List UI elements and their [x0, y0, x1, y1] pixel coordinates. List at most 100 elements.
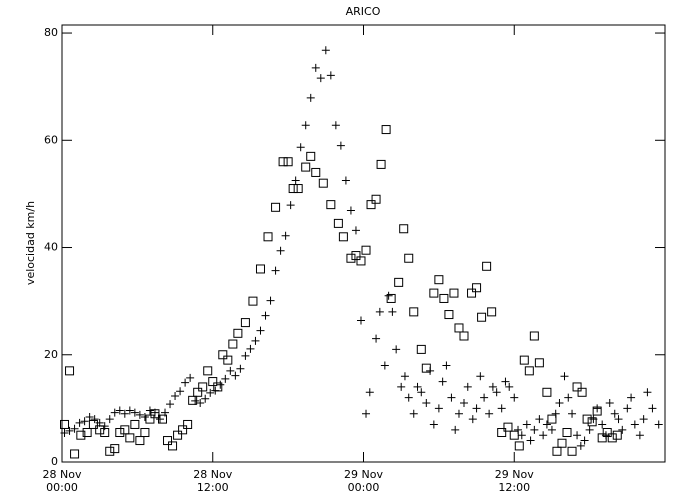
y-tick-label: 20	[44, 348, 58, 361]
plus-point	[397, 382, 406, 391]
plus-point	[429, 420, 438, 429]
plus-point	[392, 345, 401, 354]
square-point	[459, 331, 469, 341]
square-point	[318, 178, 328, 188]
square-point	[76, 430, 86, 440]
square-point	[301, 162, 311, 172]
square-point	[203, 366, 213, 376]
plus-point	[480, 393, 489, 402]
plus-point	[573, 431, 582, 440]
plus-point	[530, 425, 539, 434]
square-point	[602, 428, 612, 438]
plus-point	[331, 121, 340, 130]
plus-point	[145, 406, 154, 415]
square-point	[482, 261, 492, 271]
square-point	[218, 350, 228, 360]
plus-point	[388, 307, 397, 316]
square-point	[376, 159, 386, 169]
square-point	[198, 382, 208, 392]
plus-point	[522, 420, 531, 429]
plus-point	[409, 409, 418, 418]
plus-point	[120, 409, 129, 418]
plus-point	[241, 351, 250, 360]
square-point	[351, 251, 361, 261]
plus-point	[336, 141, 345, 150]
square-point	[306, 151, 316, 161]
square-point	[449, 288, 459, 298]
square-point	[429, 288, 439, 298]
plus-point	[271, 266, 280, 275]
plus-point	[447, 393, 456, 402]
plus-point	[451, 425, 460, 434]
plus-point	[654, 420, 663, 429]
square-point	[168, 441, 178, 451]
plus-point	[236, 364, 245, 373]
chart-title: ARICO	[346, 5, 381, 18]
plus-point	[598, 420, 607, 429]
plus-point	[326, 71, 335, 80]
plus-point	[206, 388, 215, 397]
plus-point	[635, 431, 644, 440]
plus-point	[417, 388, 426, 397]
x-tick-label: 29 Nov 12:00	[494, 468, 534, 494]
square-point	[145, 414, 155, 424]
y-axis-label: velocidad km/h	[24, 201, 37, 285]
square-point	[467, 288, 477, 298]
y-tick-label: 60	[44, 133, 58, 146]
plus-point	[115, 406, 124, 415]
plus-point	[181, 378, 190, 387]
square-point	[311, 167, 321, 177]
plus-point	[438, 377, 447, 386]
square-point	[542, 387, 552, 397]
plus-point	[623, 404, 632, 413]
plus-point	[60, 429, 69, 438]
square-point	[534, 358, 544, 368]
square-point	[356, 256, 366, 266]
square-point	[592, 406, 602, 416]
plus-point	[171, 392, 180, 401]
square-point	[503, 422, 513, 432]
plus-point	[442, 361, 451, 370]
square-point	[95, 425, 105, 435]
plus-point	[384, 291, 393, 300]
square-point	[82, 428, 92, 438]
square-point	[381, 125, 391, 135]
plus-point	[454, 409, 463, 418]
plus-point	[505, 382, 514, 391]
square-point	[213, 382, 223, 392]
square-point	[326, 200, 336, 210]
plus-point	[306, 93, 315, 102]
square-point	[183, 419, 193, 429]
plus-point	[125, 406, 134, 415]
plus-point	[356, 316, 365, 325]
plus-point	[593, 404, 602, 413]
square-point	[607, 433, 617, 443]
plus-point	[246, 344, 255, 353]
plus-point	[585, 425, 594, 434]
plus-point	[251, 336, 260, 345]
plus-point	[501, 377, 510, 386]
square-point	[444, 310, 454, 320]
plus-point	[130, 408, 139, 417]
square-point	[293, 184, 303, 194]
square-point	[120, 425, 130, 435]
square-point	[208, 377, 218, 387]
plus-point	[618, 425, 627, 434]
square-point	[587, 417, 597, 427]
plus-point	[404, 393, 413, 402]
square-point	[582, 414, 592, 424]
y-tick-label: 40	[44, 241, 58, 254]
square-point	[105, 446, 115, 456]
plus-point	[485, 409, 494, 418]
square-point	[454, 323, 464, 333]
square-point	[100, 428, 110, 438]
square-point	[519, 355, 529, 365]
square-point	[140, 428, 150, 438]
plus-point	[542, 420, 551, 429]
square-point	[487, 307, 497, 317]
square-point	[509, 430, 519, 440]
square-point	[333, 218, 343, 228]
plus-point	[261, 311, 270, 320]
square-point	[150, 409, 160, 419]
plus-point	[372, 334, 381, 343]
